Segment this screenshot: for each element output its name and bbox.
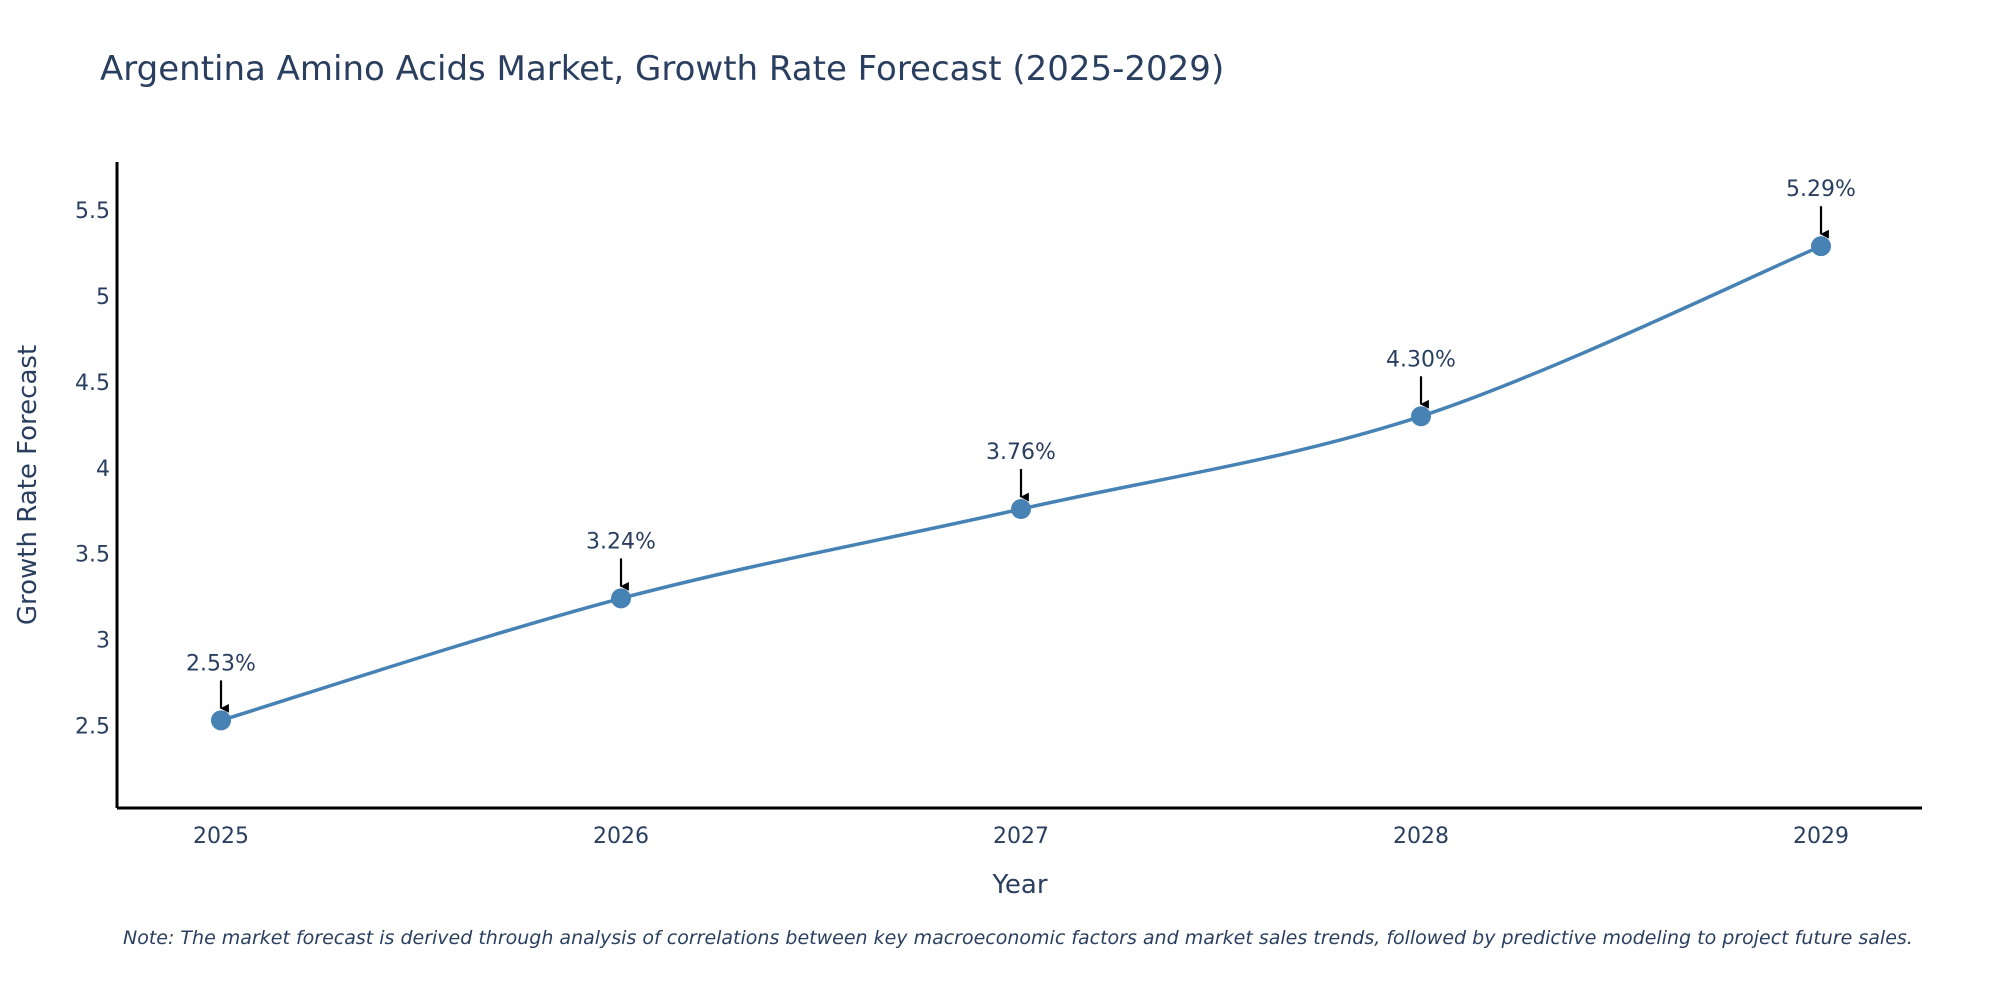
x-tick-label: 2026	[593, 824, 649, 849]
x-axis-ticks: 2025 2026 2027 2028 2029	[193, 824, 1849, 849]
data-point-2025	[211, 710, 231, 731]
data-point-2029	[1811, 236, 1831, 257]
y-tick-label: 3.5	[75, 543, 110, 568]
data-label: 4.30%	[1386, 347, 1456, 372]
x-tick-label: 2025	[193, 824, 249, 849]
y-axis-title: Growth Rate Forecast	[13, 345, 43, 625]
chart-title: Argentina Amino Acids Market, Growth Rat…	[100, 49, 1224, 89]
data-labels: 2.53% 3.24% 3.76% 4.30% 5.29%	[186, 177, 1856, 713]
x-axis-title: Year	[991, 870, 1047, 900]
data-point-2027	[1011, 499, 1031, 520]
y-axis-ticks: 2.5 3 3.5 4 4.5 5 5.5	[75, 199, 110, 739]
y-tick-label: 5	[96, 285, 110, 310]
x-tick-label: 2029	[1793, 824, 1849, 849]
data-point-2028	[1411, 406, 1431, 427]
x-tick-label: 2028	[1393, 824, 1449, 849]
y-tick-label: 2.5	[75, 715, 110, 740]
axes	[115, 162, 1922, 810]
chart-note: Note: The market forecast is derived thr…	[123, 927, 1913, 949]
data-label: 3.24%	[586, 529, 656, 554]
data-point-2026	[611, 588, 631, 609]
y-tick-label: 4	[96, 457, 110, 482]
data-label: 5.29%	[1786, 177, 1856, 202]
y-tick-label: 4.5	[75, 371, 110, 396]
y-tick-label: 3	[96, 629, 110, 654]
x-tick-label: 2027	[993, 824, 1049, 849]
y-tick-label: 5.5	[75, 199, 110, 224]
data-label: 2.53%	[186, 651, 256, 676]
data-label: 3.76%	[986, 440, 1056, 465]
data-points	[211, 236, 1831, 731]
